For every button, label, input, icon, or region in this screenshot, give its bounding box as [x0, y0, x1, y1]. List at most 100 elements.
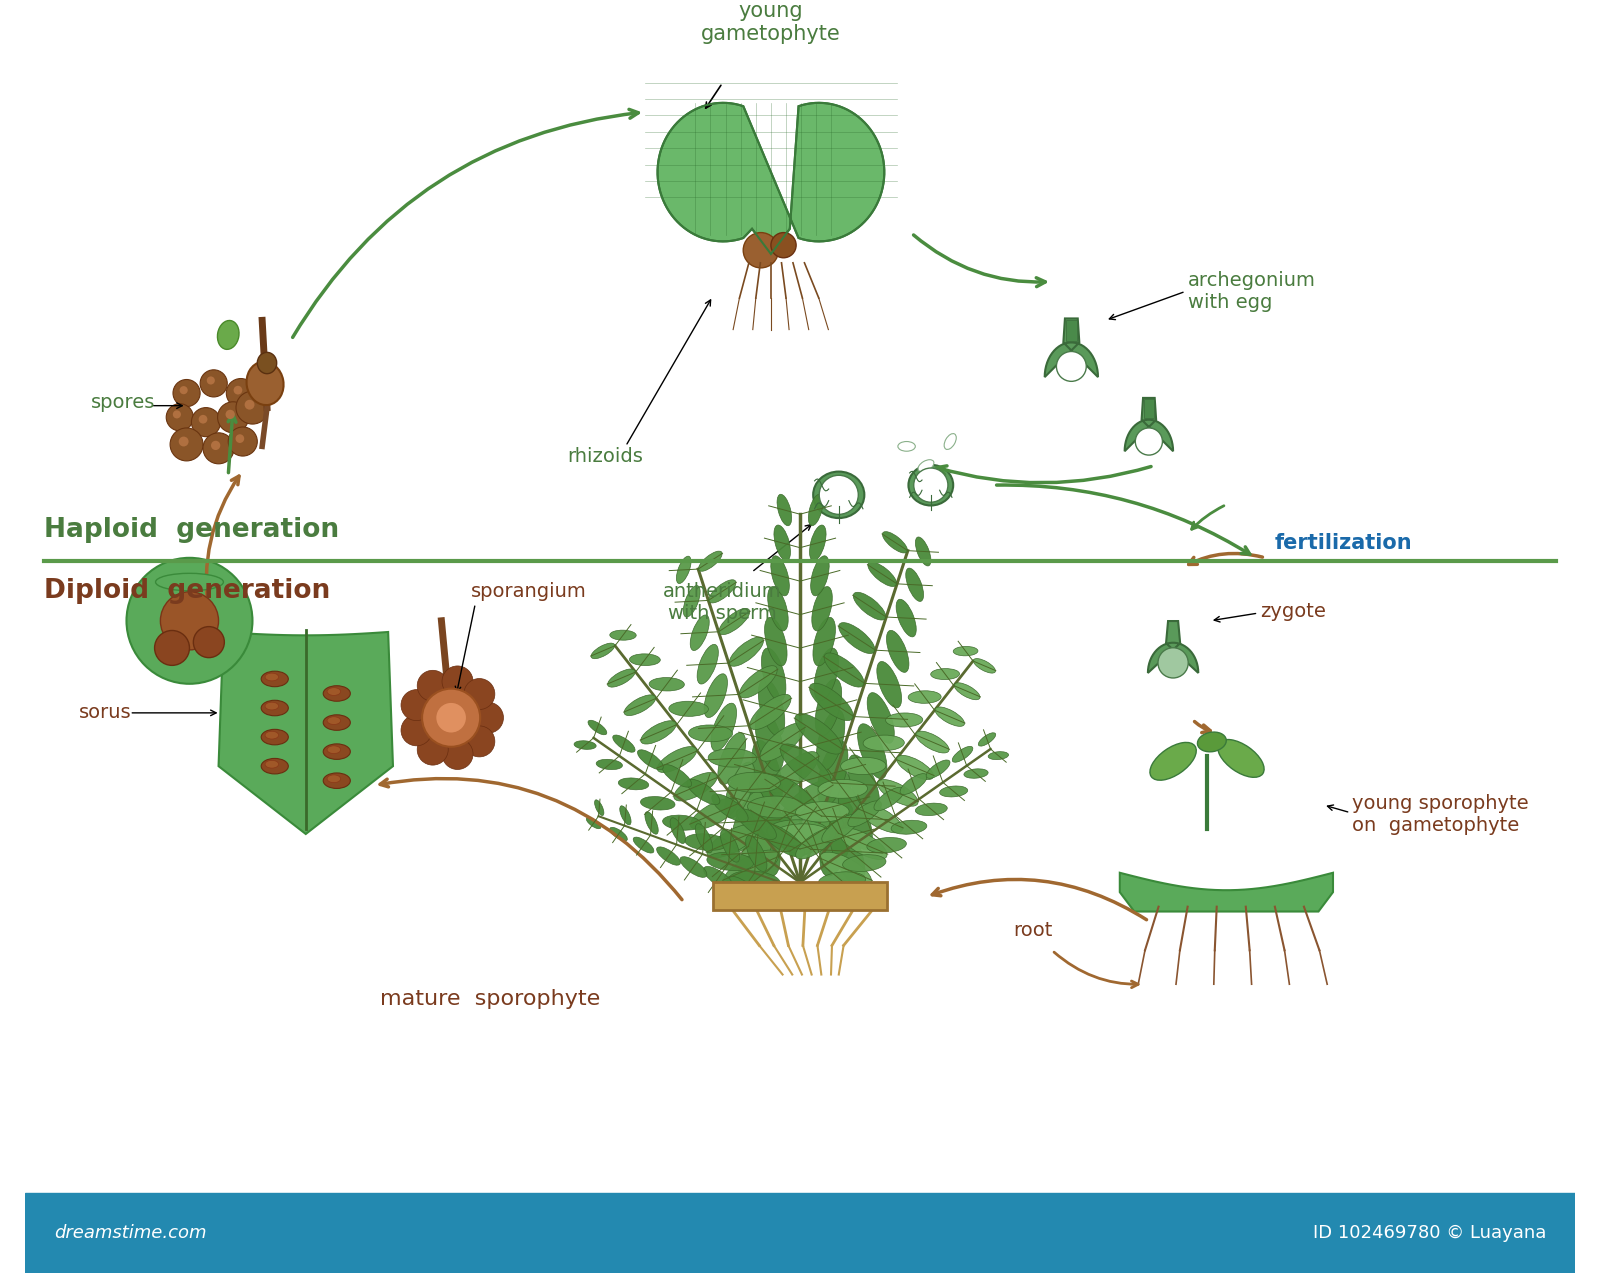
- Ellipse shape: [811, 587, 832, 631]
- Ellipse shape: [973, 658, 995, 673]
- Circle shape: [160, 592, 219, 651]
- Ellipse shape: [731, 792, 763, 852]
- Text: fertilization: fertilization: [1275, 533, 1413, 554]
- Circle shape: [200, 370, 227, 397]
- Ellipse shape: [677, 556, 691, 583]
- Ellipse shape: [739, 666, 778, 698]
- Circle shape: [464, 679, 494, 709]
- Ellipse shape: [574, 741, 597, 750]
- Ellipse shape: [688, 724, 733, 742]
- Ellipse shape: [698, 644, 718, 684]
- Ellipse shape: [862, 735, 904, 751]
- Ellipse shape: [696, 824, 712, 853]
- Circle shape: [192, 407, 221, 437]
- Ellipse shape: [670, 817, 685, 844]
- Ellipse shape: [816, 679, 842, 736]
- Ellipse shape: [645, 812, 658, 834]
- Ellipse shape: [843, 854, 886, 872]
- Ellipse shape: [954, 647, 978, 656]
- Circle shape: [402, 715, 432, 746]
- Circle shape: [173, 410, 181, 419]
- Ellipse shape: [710, 703, 736, 751]
- Ellipse shape: [323, 743, 350, 760]
- Ellipse shape: [326, 717, 341, 724]
- Ellipse shape: [816, 709, 845, 771]
- Ellipse shape: [637, 750, 664, 770]
- Circle shape: [442, 738, 474, 769]
- Circle shape: [166, 404, 194, 430]
- Text: young
gametophyte: young gametophyte: [701, 1, 842, 45]
- Ellipse shape: [818, 779, 867, 798]
- Ellipse shape: [813, 617, 835, 666]
- Text: spores: spores: [91, 393, 155, 412]
- Ellipse shape: [266, 760, 278, 768]
- Ellipse shape: [808, 494, 822, 526]
- Ellipse shape: [587, 721, 606, 735]
- Circle shape: [914, 468, 947, 503]
- Ellipse shape: [886, 630, 909, 672]
- Ellipse shape: [656, 847, 680, 866]
- Ellipse shape: [669, 701, 709, 717]
- Ellipse shape: [848, 801, 882, 826]
- Ellipse shape: [723, 850, 779, 886]
- Circle shape: [226, 378, 256, 407]
- Ellipse shape: [867, 561, 896, 587]
- Ellipse shape: [939, 785, 968, 797]
- Ellipse shape: [1150, 742, 1197, 780]
- Circle shape: [226, 410, 235, 419]
- Ellipse shape: [874, 787, 904, 811]
- Ellipse shape: [840, 757, 886, 774]
- Text: archegonium
with egg: archegonium with egg: [1187, 271, 1315, 312]
- Ellipse shape: [155, 573, 224, 591]
- Circle shape: [422, 689, 480, 747]
- Ellipse shape: [662, 765, 691, 787]
- Ellipse shape: [690, 798, 738, 830]
- Ellipse shape: [610, 827, 627, 841]
- Text: sorus: sorus: [78, 704, 131, 722]
- Ellipse shape: [909, 465, 954, 505]
- Ellipse shape: [813, 471, 864, 518]
- Ellipse shape: [989, 751, 1008, 760]
- Ellipse shape: [618, 778, 648, 789]
- Ellipse shape: [730, 871, 781, 891]
- Ellipse shape: [736, 808, 776, 840]
- Ellipse shape: [674, 773, 717, 801]
- Ellipse shape: [650, 677, 685, 691]
- Bar: [24, 1193, 1576, 1273]
- Text: young sporophyte
on  gametophyte: young sporophyte on gametophyte: [1352, 794, 1530, 835]
- Ellipse shape: [326, 687, 341, 695]
- Ellipse shape: [770, 751, 819, 793]
- Ellipse shape: [725, 763, 755, 819]
- Ellipse shape: [765, 617, 787, 666]
- Ellipse shape: [712, 794, 749, 822]
- Ellipse shape: [877, 662, 901, 708]
- Circle shape: [402, 690, 432, 721]
- Ellipse shape: [613, 735, 635, 752]
- Ellipse shape: [1197, 732, 1226, 752]
- Ellipse shape: [746, 802, 781, 876]
- Ellipse shape: [323, 715, 350, 731]
- Ellipse shape: [822, 815, 859, 843]
- Ellipse shape: [326, 775, 341, 783]
- Ellipse shape: [762, 824, 805, 857]
- Ellipse shape: [218, 321, 238, 349]
- Ellipse shape: [709, 749, 757, 768]
- Circle shape: [245, 400, 254, 410]
- Ellipse shape: [963, 769, 989, 778]
- Ellipse shape: [768, 587, 789, 631]
- Ellipse shape: [266, 673, 278, 681]
- Bar: [712, 882, 888, 910]
- Ellipse shape: [624, 695, 656, 715]
- Ellipse shape: [261, 700, 288, 715]
- Ellipse shape: [906, 568, 923, 601]
- Text: antheridium
with sperm: antheridium with sperm: [662, 582, 782, 622]
- Circle shape: [179, 437, 189, 447]
- Ellipse shape: [954, 682, 979, 700]
- Polygon shape: [1125, 398, 1173, 451]
- Polygon shape: [1066, 320, 1077, 341]
- Ellipse shape: [915, 803, 947, 816]
- Ellipse shape: [718, 608, 750, 635]
- Polygon shape: [1120, 873, 1333, 911]
- Ellipse shape: [755, 709, 784, 771]
- Ellipse shape: [619, 806, 630, 825]
